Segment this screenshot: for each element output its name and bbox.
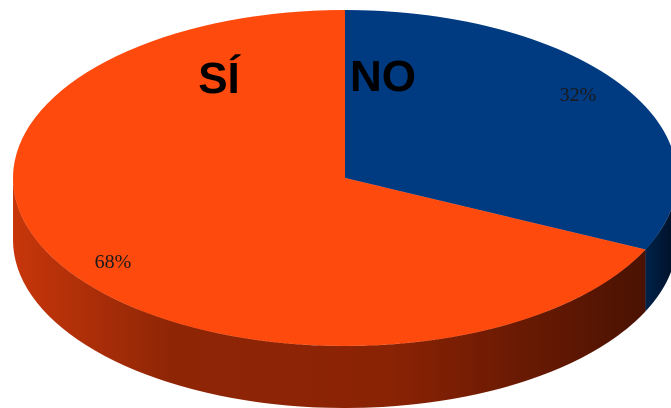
pie-slice-0 xyxy=(13,10,646,346)
pie-tops xyxy=(13,10,671,346)
category-label-si: SÍ xyxy=(198,53,241,103)
pie-sides xyxy=(13,178,671,408)
pie-slice-1 xyxy=(345,10,671,250)
pie-side-0 xyxy=(13,178,646,408)
category-label-no: NO xyxy=(350,52,416,101)
pie-side-1 xyxy=(645,209,671,312)
value-label-no: 32% xyxy=(560,84,597,106)
value-label-si: 68% xyxy=(95,251,132,273)
